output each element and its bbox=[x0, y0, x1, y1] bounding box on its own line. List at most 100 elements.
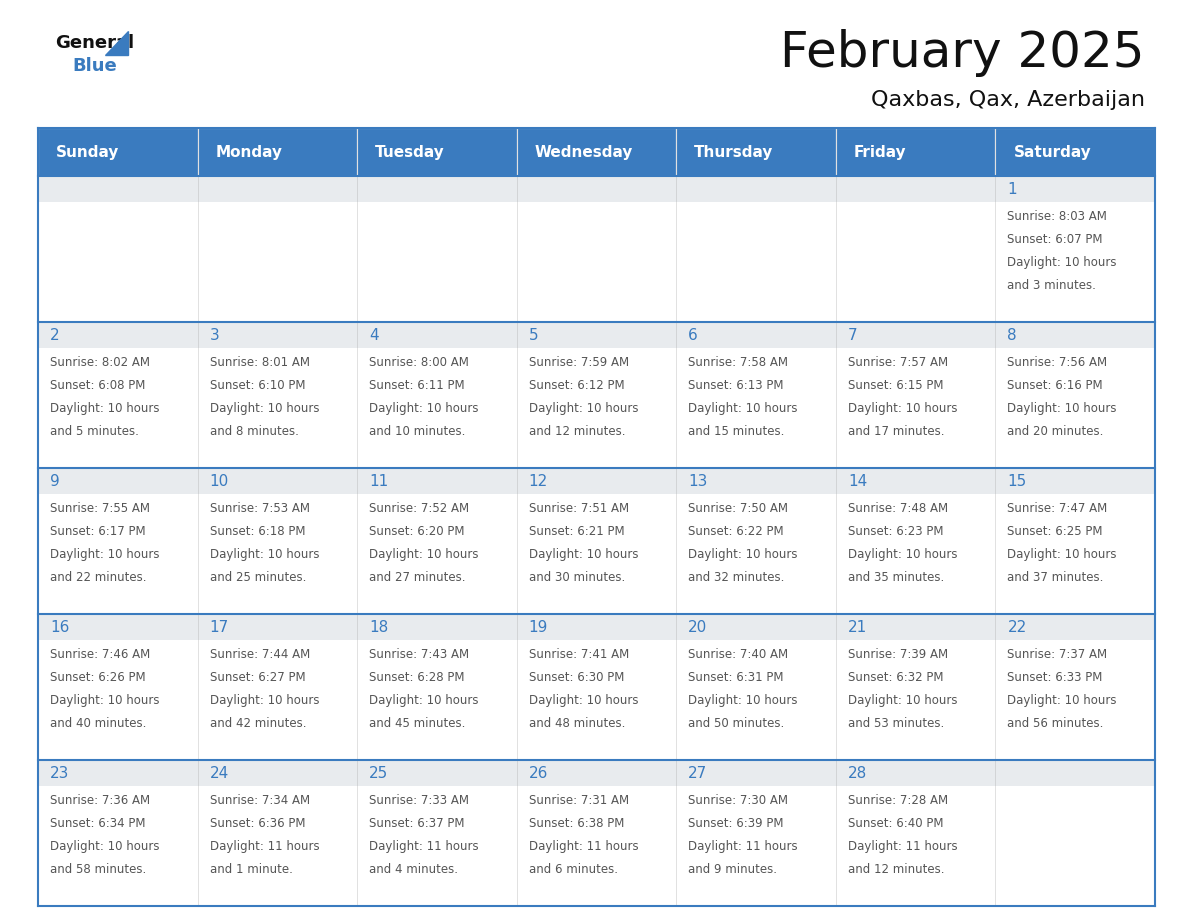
Text: and 6 minutes.: and 6 minutes. bbox=[529, 863, 618, 877]
Text: 15: 15 bbox=[1007, 474, 1026, 488]
Text: and 25 minutes.: and 25 minutes. bbox=[209, 571, 307, 585]
Text: Daylight: 11 hours: Daylight: 11 hours bbox=[848, 840, 958, 854]
Text: General: General bbox=[55, 34, 134, 52]
Bar bbox=[38, 128, 197, 176]
Text: 9: 9 bbox=[50, 474, 59, 488]
Text: Sunset: 6:40 PM: Sunset: 6:40 PM bbox=[848, 817, 943, 830]
Text: 20: 20 bbox=[688, 620, 708, 634]
Text: Daylight: 10 hours: Daylight: 10 hours bbox=[1007, 256, 1117, 269]
Text: Daylight: 10 hours: Daylight: 10 hours bbox=[529, 548, 638, 561]
Text: Sunrise: 7:39 AM: Sunrise: 7:39 AM bbox=[848, 648, 948, 661]
Text: Sunset: 6:37 PM: Sunset: 6:37 PM bbox=[369, 817, 465, 830]
Text: Sunrise: 7:47 AM: Sunrise: 7:47 AM bbox=[1007, 502, 1107, 515]
Text: 4: 4 bbox=[369, 328, 379, 342]
Text: and 10 minutes.: and 10 minutes. bbox=[369, 425, 466, 439]
Text: Saturday: Saturday bbox=[1013, 144, 1092, 160]
Text: Thursday: Thursday bbox=[694, 144, 773, 160]
Text: Daylight: 11 hours: Daylight: 11 hours bbox=[209, 840, 320, 854]
Text: and 42 minutes.: and 42 minutes. bbox=[209, 717, 307, 731]
Text: Sunrise: 8:01 AM: Sunrise: 8:01 AM bbox=[209, 356, 310, 369]
Text: and 15 minutes.: and 15 minutes. bbox=[688, 425, 784, 439]
Bar bbox=[517, 128, 676, 176]
Text: Wednesday: Wednesday bbox=[535, 144, 633, 160]
Bar bbox=[38, 202, 1155, 322]
Text: Sunset: 6:25 PM: Sunset: 6:25 PM bbox=[1007, 525, 1102, 538]
Text: Sunrise: 7:57 AM: Sunrise: 7:57 AM bbox=[848, 356, 948, 369]
Text: Sunset: 6:13 PM: Sunset: 6:13 PM bbox=[688, 379, 784, 392]
Text: Sunrise: 7:56 AM: Sunrise: 7:56 AM bbox=[1007, 356, 1107, 369]
Polygon shape bbox=[105, 31, 128, 55]
Text: Tuesday: Tuesday bbox=[375, 144, 444, 160]
Text: Sunset: 6:28 PM: Sunset: 6:28 PM bbox=[369, 671, 465, 684]
Text: Sunrise: 7:59 AM: Sunrise: 7:59 AM bbox=[529, 356, 628, 369]
Text: 2: 2 bbox=[50, 328, 59, 342]
Text: Sunrise: 8:00 AM: Sunrise: 8:00 AM bbox=[369, 356, 469, 369]
Text: 13: 13 bbox=[688, 474, 708, 488]
Text: Daylight: 10 hours: Daylight: 10 hours bbox=[369, 548, 479, 561]
Bar bbox=[38, 322, 1155, 348]
Text: Sunset: 6:33 PM: Sunset: 6:33 PM bbox=[1007, 671, 1102, 684]
Bar bbox=[197, 128, 358, 176]
Text: 6: 6 bbox=[688, 328, 699, 342]
Text: and 37 minutes.: and 37 minutes. bbox=[1007, 571, 1104, 585]
Text: Blue: Blue bbox=[72, 57, 116, 75]
Bar bbox=[38, 787, 1155, 906]
Text: Sunset: 6:22 PM: Sunset: 6:22 PM bbox=[688, 525, 784, 538]
Text: 25: 25 bbox=[369, 766, 388, 780]
Text: Sunset: 6:08 PM: Sunset: 6:08 PM bbox=[50, 379, 145, 392]
Text: 27: 27 bbox=[688, 766, 708, 780]
Text: Daylight: 10 hours: Daylight: 10 hours bbox=[209, 548, 320, 561]
Text: Sunset: 6:30 PM: Sunset: 6:30 PM bbox=[529, 671, 624, 684]
Text: and 30 minutes.: and 30 minutes. bbox=[529, 571, 625, 585]
Text: Sunrise: 7:37 AM: Sunrise: 7:37 AM bbox=[1007, 648, 1107, 661]
Text: 28: 28 bbox=[848, 766, 867, 780]
Bar bbox=[996, 128, 1155, 176]
Text: and 20 minutes.: and 20 minutes. bbox=[1007, 425, 1104, 439]
Text: Daylight: 10 hours: Daylight: 10 hours bbox=[1007, 694, 1117, 708]
Text: Sunset: 6:12 PM: Sunset: 6:12 PM bbox=[529, 379, 625, 392]
Text: and 45 minutes.: and 45 minutes. bbox=[369, 717, 466, 731]
Text: Daylight: 10 hours: Daylight: 10 hours bbox=[529, 402, 638, 415]
Text: Sunset: 6:26 PM: Sunset: 6:26 PM bbox=[50, 671, 146, 684]
Bar bbox=[38, 176, 1155, 202]
Text: Daylight: 10 hours: Daylight: 10 hours bbox=[50, 548, 159, 561]
Text: Sunrise: 7:50 AM: Sunrise: 7:50 AM bbox=[688, 502, 789, 515]
Bar bbox=[358, 128, 517, 176]
Text: Sunset: 6:11 PM: Sunset: 6:11 PM bbox=[369, 379, 465, 392]
Text: Sunset: 6:21 PM: Sunset: 6:21 PM bbox=[529, 525, 625, 538]
Text: Qaxbas, Qax, Azerbaijan: Qaxbas, Qax, Azerbaijan bbox=[871, 90, 1145, 110]
Text: and 50 minutes.: and 50 minutes. bbox=[688, 717, 784, 731]
Text: Daylight: 10 hours: Daylight: 10 hours bbox=[50, 840, 159, 854]
Bar bbox=[676, 128, 836, 176]
Text: Sunset: 6:38 PM: Sunset: 6:38 PM bbox=[529, 817, 624, 830]
Text: 7: 7 bbox=[848, 328, 858, 342]
Text: Sunrise: 7:43 AM: Sunrise: 7:43 AM bbox=[369, 648, 469, 661]
Text: 18: 18 bbox=[369, 620, 388, 634]
Text: Sunrise: 7:53 AM: Sunrise: 7:53 AM bbox=[209, 502, 310, 515]
Text: Sunrise: 7:48 AM: Sunrise: 7:48 AM bbox=[848, 502, 948, 515]
Text: Daylight: 10 hours: Daylight: 10 hours bbox=[688, 548, 798, 561]
Text: Daylight: 10 hours: Daylight: 10 hours bbox=[848, 548, 958, 561]
Text: Sunset: 6:31 PM: Sunset: 6:31 PM bbox=[688, 671, 784, 684]
Text: 26: 26 bbox=[529, 766, 548, 780]
Text: Monday: Monday bbox=[215, 144, 283, 160]
Text: Daylight: 10 hours: Daylight: 10 hours bbox=[688, 402, 798, 415]
Text: Sunrise: 8:03 AM: Sunrise: 8:03 AM bbox=[1007, 210, 1107, 223]
Text: Sunrise: 7:33 AM: Sunrise: 7:33 AM bbox=[369, 794, 469, 807]
Text: Sunset: 6:20 PM: Sunset: 6:20 PM bbox=[369, 525, 465, 538]
Text: 21: 21 bbox=[848, 620, 867, 634]
Text: 23: 23 bbox=[50, 766, 69, 780]
Bar bbox=[38, 614, 1155, 640]
Text: Daylight: 10 hours: Daylight: 10 hours bbox=[209, 402, 320, 415]
Bar bbox=[38, 494, 1155, 614]
Text: Daylight: 10 hours: Daylight: 10 hours bbox=[848, 402, 958, 415]
Text: Daylight: 10 hours: Daylight: 10 hours bbox=[50, 402, 159, 415]
Text: and 8 minutes.: and 8 minutes. bbox=[209, 425, 298, 439]
Text: Daylight: 11 hours: Daylight: 11 hours bbox=[369, 840, 479, 854]
Text: Sunday: Sunday bbox=[56, 144, 119, 160]
Text: Sunrise: 7:40 AM: Sunrise: 7:40 AM bbox=[688, 648, 789, 661]
Text: 3: 3 bbox=[209, 328, 220, 342]
Text: Sunrise: 8:02 AM: Sunrise: 8:02 AM bbox=[50, 356, 150, 369]
Bar bbox=[38, 468, 1155, 494]
Text: Sunrise: 7:30 AM: Sunrise: 7:30 AM bbox=[688, 794, 789, 807]
